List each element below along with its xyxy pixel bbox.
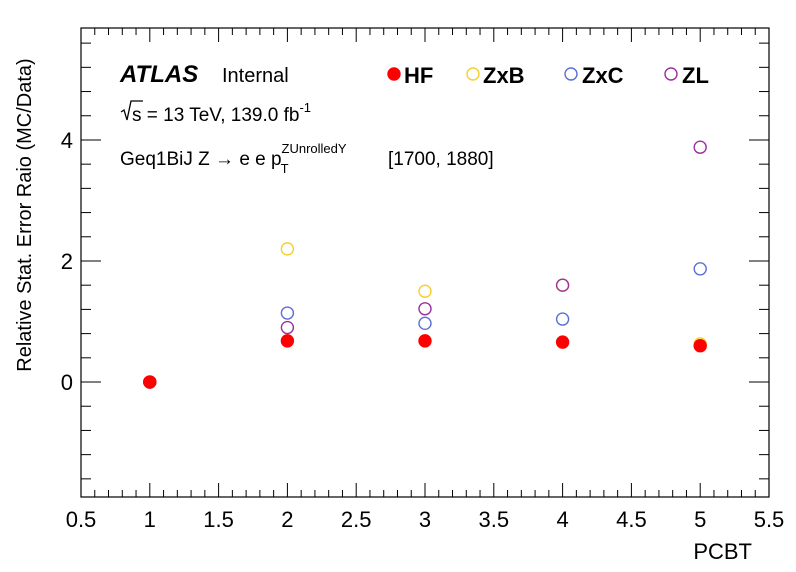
x-tick-label: 5 (694, 507, 706, 532)
legend-label-zxc: ZxC (582, 63, 624, 88)
legend: HF ZxB ZxC ZL (387, 63, 709, 88)
x-tick-label: 1 (144, 507, 156, 532)
atlas-experiment: ATLAS (119, 61, 198, 88)
legend-label-hf: HF (404, 63, 433, 88)
range-text: [1700, 1880] (388, 149, 494, 170)
x-tick-label: 3.5 (479, 507, 510, 532)
sqrt-symbol (120, 100, 143, 121)
x-tick-label: 2 (281, 507, 293, 532)
legend-marker-hf (387, 67, 401, 81)
point-zxb (280, 242, 295, 256)
point-hf (418, 334, 432, 348)
point-zl (280, 320, 295, 335)
atlas-status: Internal (222, 65, 289, 87)
x-tick-label: 4 (556, 507, 568, 532)
point-zxc (418, 316, 432, 331)
legend-label-zl: ZL (682, 63, 709, 88)
x-axis-label: PCBT (693, 539, 752, 564)
y-tick-label: 2 (61, 249, 73, 274)
data-points (143, 140, 707, 389)
x-tick-label: 3 (419, 507, 431, 532)
point-hf (555, 335, 570, 349)
point-zxc (280, 306, 295, 320)
x-tick-label: 4.5 (616, 507, 647, 532)
plot-frame (80, 27, 770, 498)
point-hf (143, 375, 157, 389)
point-zxc (555, 312, 570, 326)
point-zl (693, 140, 707, 154)
energy-text: s = 13 TeV, 139.0 fb-1 (132, 100, 311, 126)
x-tick-label: 5.5 (754, 507, 785, 532)
region-label: Geq1BiJ Z → e e pTZUnrolledY [1700, 1880… (120, 141, 494, 176)
energy-lumi-label: s = 13 TeV, 139.0 fb-1 (120, 100, 311, 126)
point-hf (693, 339, 707, 353)
point-zxb (418, 284, 432, 298)
point-zl (418, 302, 432, 316)
axis-ticks: 0.5 1 1.5 2 2.5 3 3.5 4 4.5 5 5.5 0 2 4 (61, 28, 785, 532)
atlas-label: ATLAS Internal (119, 61, 289, 88)
axes (80, 27, 770, 498)
legend-marker-zxc (564, 67, 578, 81)
point-hf (280, 334, 295, 348)
legend-label-zxb: ZxB (483, 63, 525, 88)
point-zl (555, 278, 570, 292)
y-axis-label: Relative Stat. Error Raio (MC/Data) (14, 58, 36, 371)
y-tick-label: 0 (61, 370, 73, 395)
legend-marker-zxb (466, 67, 480, 81)
x-tick-label: 0.5 (66, 507, 97, 532)
point-zxc (693, 262, 707, 276)
x-tick-label: 1.5 (203, 507, 234, 532)
legend-marker-zl (664, 67, 678, 81)
x-tick-label: 2.5 (341, 507, 372, 532)
y-tick-label: 4 (61, 128, 73, 153)
region-text: Geq1BiJ Z → e e pTZUnrolledY (120, 141, 347, 176)
